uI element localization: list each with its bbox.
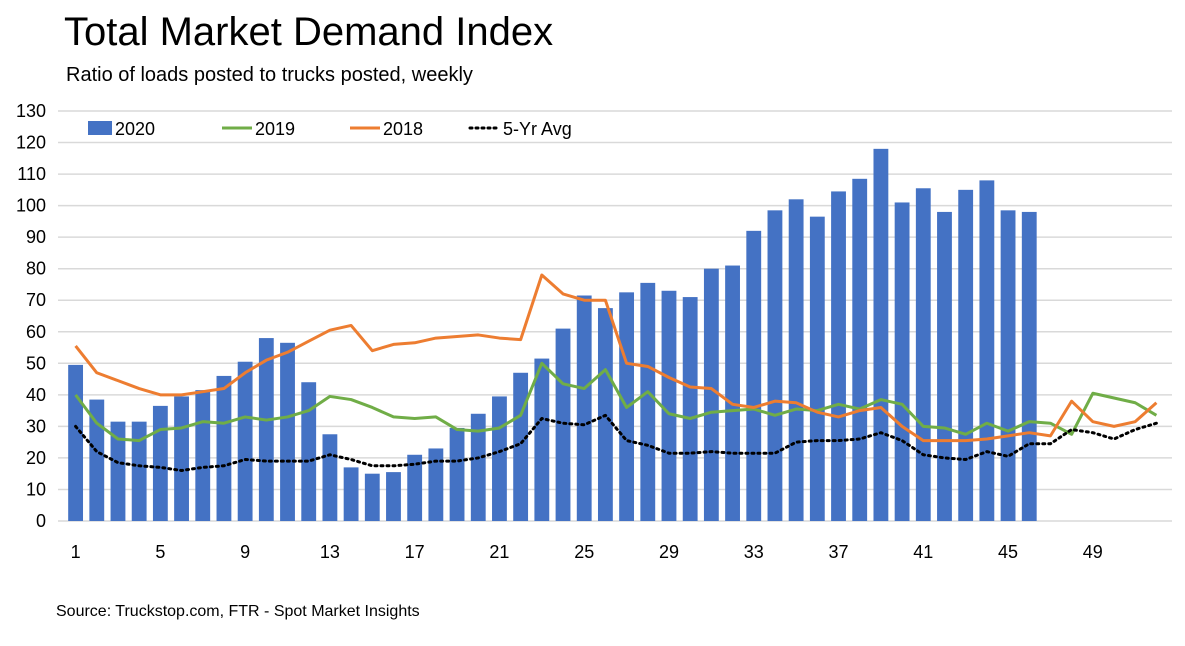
legend-label: 5-Yr Avg [503,119,572,139]
bar-2020 [152,405,168,521]
x-tick-label: 13 [320,542,340,562]
bar-2020 [576,295,592,521]
y-tick-label: 110 [17,164,46,184]
bar-2020 [555,328,571,521]
bar-2020 [746,230,762,521]
y-tick-label: 130 [16,101,46,121]
bar-2020 [534,358,550,521]
bar-2020 [449,427,465,521]
line-5-Yr-Avg [74,413,1158,473]
x-tick-label: 21 [489,542,509,562]
bar-2020 [703,268,719,521]
y-tick-label: 120 [16,133,46,153]
bar-2020 [407,454,423,521]
y-tick-label: 80 [26,259,46,279]
bar-2020 [322,434,338,521]
x-tick-label: 41 [913,542,933,562]
y-tick-label: 10 [26,479,46,499]
bar-2020 [131,421,147,521]
line-2018 [74,273,1158,443]
bar-2020 [470,413,486,521]
bar-2020 [852,178,868,522]
bar-2020 [174,396,189,521]
legend-label: 2018 [383,119,423,139]
bar-2020 [873,148,889,521]
chart-title: Total Market Demand Index [64,10,554,54]
bar-2020 [1021,211,1037,521]
bar-2020 [216,375,232,521]
x-tick-label: 33 [744,542,764,562]
bar-2020 [280,342,295,521]
bar-2020 [110,421,126,521]
x-tick-label: 17 [405,542,425,562]
legend-swatch-2020 [88,121,112,135]
legend-label: 2020 [115,119,155,139]
x-tick-label: 5 [155,542,165,562]
bar-2020 [513,372,529,521]
chart-source: Source: Truckstop.com, FTR - Spot Market… [56,603,420,620]
bar-2020 [640,282,656,521]
bar-2020 [915,188,931,521]
y-tick-label: 30 [26,416,46,436]
bar-2020 [68,364,84,521]
bar-2020 [894,202,910,521]
x-tick-label: 49 [1083,542,1103,562]
x-tick-label: 9 [240,542,250,562]
bar-2020 [725,265,740,521]
bar-2020 [937,211,952,521]
y-tick-label: 60 [26,322,46,342]
bar-2020 [661,290,677,521]
bar-2020 [195,390,211,521]
bar-2020 [258,338,274,521]
bar-2020 [343,467,359,521]
y-tick-label: 40 [26,385,46,405]
legend-label: 2019 [255,119,295,139]
y-tick-label: 70 [26,290,46,310]
bar-2020 [809,216,825,521]
line-2019 [74,361,1158,443]
bar-2020 [788,199,804,522]
bar-2020 [428,448,444,521]
bar-2020 [979,180,995,521]
y-tick-label: 90 [26,227,46,247]
x-tick-label: 25 [574,542,594,562]
x-tick-label: 45 [998,542,1018,562]
bar-2020 [767,210,783,521]
bar-2020 [89,399,105,521]
y-tick-label: 100 [16,196,46,216]
bar-2020 [237,361,253,521]
bar-2020 [831,191,846,521]
bar-2020 [958,189,974,521]
y-tick-label: 20 [26,448,46,468]
bar-2020 [301,382,317,521]
bar-2020 [682,297,698,521]
bar-2020 [1000,210,1016,521]
bar-2020 [386,472,401,521]
y-tick-label: 50 [26,353,46,373]
x-tick-label: 37 [829,542,849,562]
x-tick-label: 29 [659,542,679,562]
bar-2020 [492,396,507,521]
y-tick-label: 0 [36,511,46,531]
bar-2020 [364,473,380,521]
chart-subtitle: Ratio of loads posted to trucks posted, … [66,64,473,86]
x-tick-label: 1 [71,542,81,562]
